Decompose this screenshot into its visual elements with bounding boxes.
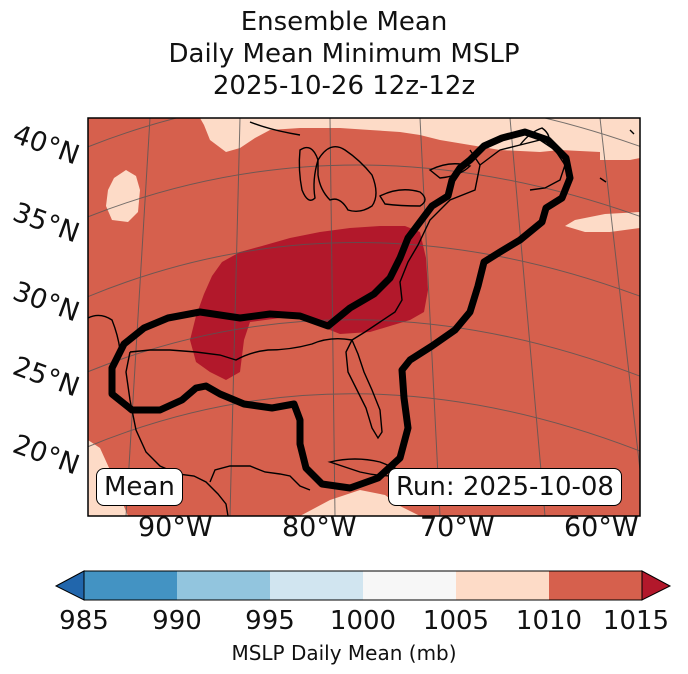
lon-label-80w: 80°W <box>282 512 357 543</box>
colorbar-segment-1010-1015 <box>549 571 642 600</box>
colorbar-segment-990-995 <box>177 571 270 600</box>
colorbar-tick-985: 985 <box>59 606 109 636</box>
title-line-1: Ensemble Mean <box>240 7 448 37</box>
colorbar-segment-995-1000 <box>270 571 363 600</box>
colorbar-segment-1005-1010 <box>456 571 549 600</box>
run-date-box: Run: 2025-10-08 <box>388 468 622 506</box>
map-frame <box>87 117 641 517</box>
title-line-3: 2025-10-26 12z-12z <box>212 71 476 101</box>
colorbar-tick-1010: 1010 <box>515 606 583 636</box>
field-1005-1010-south <box>300 490 420 516</box>
colorbar-tick-1015: 1015 <box>602 606 670 636</box>
field-1005-1010-west-blob <box>106 170 140 222</box>
lon-label-60w: 60°W <box>564 512 639 543</box>
lon-label-90w: 90°W <box>138 512 213 543</box>
mean-box: Mean <box>96 468 183 506</box>
colorbar-segment-985-990 <box>84 571 177 600</box>
graticule <box>88 118 640 516</box>
colorbar-segment-1000-1005 <box>363 571 456 600</box>
colorbar-under-extension <box>54 570 85 601</box>
field-1005-1010-east <box>565 212 640 232</box>
colorbar-tick-1005: 1005 <box>422 606 490 636</box>
field-1005-1010-north <box>200 118 640 160</box>
colorbar-tick-995: 995 <box>245 606 295 636</box>
colorbar-over-extension <box>641 570 672 601</box>
field-above-1015 <box>190 226 428 380</box>
contour-1015-thick <box>108 128 574 492</box>
lon-label-70w: 70°W <box>420 512 495 543</box>
colorbar-tick-1000: 1000 <box>329 606 397 636</box>
colorbar-tick-990: 990 <box>152 606 202 636</box>
title-line-2: Daily Mean Minimum MSLP <box>168 39 520 69</box>
colorbar <box>54 570 672 601</box>
colorbar-label: MSLP Daily Mean (mb) <box>231 641 457 665</box>
